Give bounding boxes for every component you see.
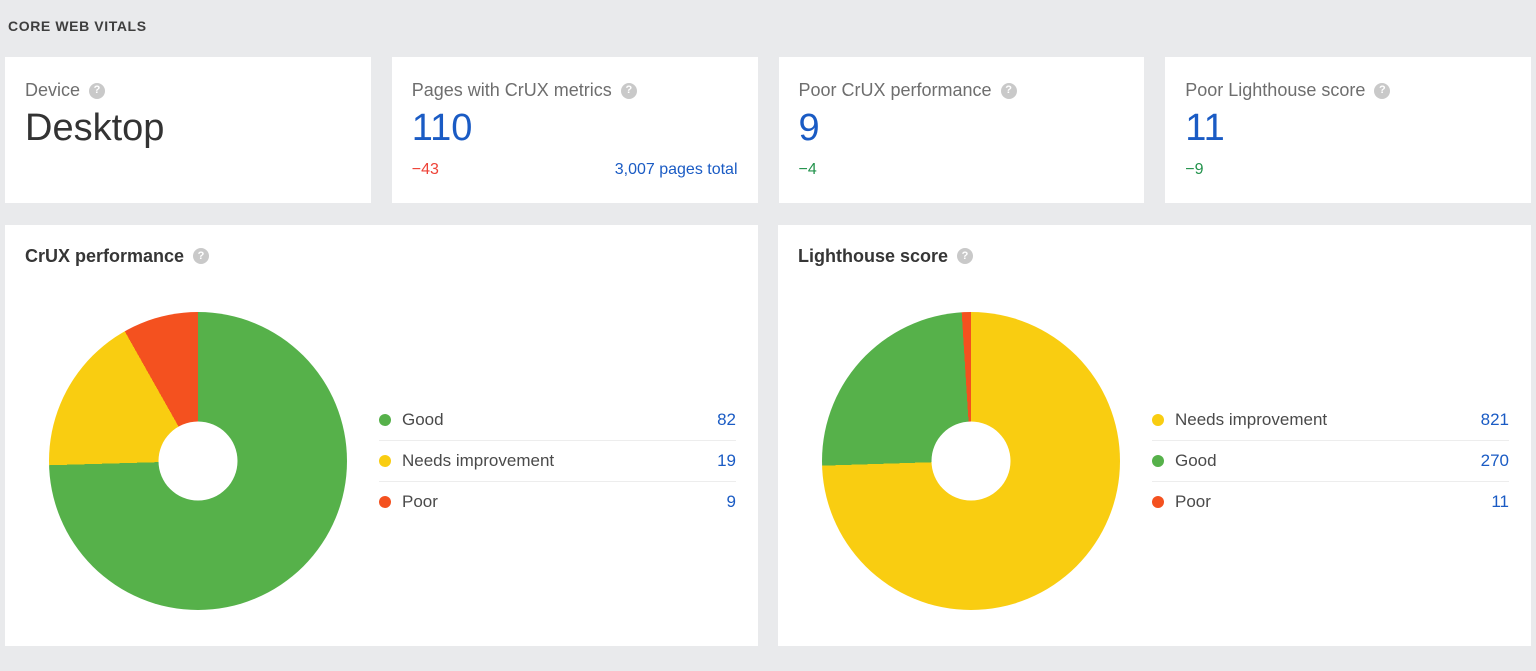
legend-value-link[interactable]: 82 bbox=[717, 410, 736, 429]
summary-card-device: Device ? Desktop bbox=[5, 57, 371, 203]
legend-label: Good bbox=[1175, 451, 1217, 470]
poor-dot-icon bbox=[1152, 496, 1164, 508]
charts-row: CrUX performance ? Good 82 Needs improve… bbox=[5, 225, 1531, 646]
legend-row-poor: Poor 11 bbox=[1152, 482, 1509, 522]
delta-badge: −4 bbox=[798, 161, 817, 178]
help-icon[interactable]: ? bbox=[1000, 82, 1017, 99]
crux-performance-donut[interactable] bbox=[49, 312, 347, 610]
legend-label: Needs improvement bbox=[402, 451, 555, 470]
legend-row-good: Good 270 bbox=[1152, 441, 1509, 482]
chart-title-row: CrUX performance ? bbox=[25, 245, 738, 267]
card-label: Device bbox=[25, 80, 81, 100]
help-icon[interactable]: ? bbox=[89, 82, 106, 99]
chart-legend: Needs improvement 821 Good 270 Poor 11 bbox=[1152, 400, 1509, 522]
card-label: Poor Lighthouse score bbox=[1185, 80, 1366, 100]
card-label: Poor CrUX performance bbox=[798, 80, 992, 100]
card-bottom-row: −4 bbox=[799, 161, 1125, 179]
legend-value-link[interactable]: 9 bbox=[726, 492, 736, 511]
delta-badge: −9 bbox=[1185, 161, 1204, 178]
legend-value-link[interactable]: 19 bbox=[717, 451, 736, 470]
chart-card-lighthouse-score: Lighthouse score ? Needs improvement 821… bbox=[778, 225, 1531, 646]
legend-value-link[interactable]: 821 bbox=[1480, 410, 1509, 429]
poor-dot-icon bbox=[379, 496, 391, 508]
legend-row-poor: Poor 9 bbox=[379, 482, 736, 522]
card-label: Pages with CrUX metrics bbox=[411, 80, 612, 100]
help-icon[interactable]: ? bbox=[193, 248, 210, 264]
good-dot-icon bbox=[379, 414, 391, 426]
legend-label: Poor bbox=[1175, 492, 1211, 511]
chart-body: Good 82 Needs improvement 19 Poor 9 bbox=[25, 312, 738, 610]
summary-card-poor-crux: Poor CrUX performance ? 9 −4 bbox=[778, 57, 1145, 203]
section-title: CORE WEB VITALS bbox=[8, 18, 147, 34]
card-bottom-row: −43 3,007 pages total bbox=[412, 161, 738, 179]
pages-total-link[interactable]: 3,007 pages total bbox=[614, 161, 738, 178]
help-icon[interactable]: ? bbox=[957, 248, 974, 264]
legend-value-link[interactable]: 11 bbox=[1491, 492, 1509, 511]
good-dot-icon bbox=[1152, 455, 1164, 467]
legend-row-needs-improvement: Needs improvement 821 bbox=[1152, 400, 1509, 441]
card-bottom-row: −9 bbox=[1185, 161, 1511, 179]
card-label-row: Device ? bbox=[25, 80, 351, 101]
chart-card-crux-performance: CrUX performance ? Good 82 Needs improve… bbox=[5, 225, 758, 646]
chart-title-row: Lighthouse score ? bbox=[798, 245, 1511, 267]
poor-lighthouse-value[interactable]: 11 bbox=[1185, 107, 1225, 149]
needs-improvement-dot-icon bbox=[379, 455, 391, 467]
card-label-row: Poor CrUX performance ? bbox=[799, 80, 1125, 101]
summary-card-crux-pages: Pages with CrUX metrics ? 110 −43 3,007 … bbox=[391, 57, 758, 203]
chart-body: Needs improvement 821 Good 270 Poor 11 bbox=[798, 312, 1511, 610]
help-icon[interactable]: ? bbox=[1374, 82, 1391, 99]
card-label-row: Poor Lighthouse score ? bbox=[1185, 80, 1511, 101]
poor-crux-value[interactable]: 9 bbox=[798, 107, 820, 149]
legend-label: Needs improvement bbox=[1175, 410, 1328, 429]
help-icon[interactable]: ? bbox=[620, 82, 637, 99]
summary-card-poor-lighthouse: Poor Lighthouse score ? 11 −9 bbox=[1165, 57, 1531, 203]
device-value: Desktop bbox=[25, 107, 165, 149]
lighthouse-score-donut[interactable] bbox=[822, 312, 1120, 610]
chart-title: Lighthouse score bbox=[798, 246, 949, 266]
legend-row-needs-improvement: Needs improvement 19 bbox=[379, 441, 736, 482]
legend-value-link[interactable]: 270 bbox=[1480, 451, 1509, 470]
needs-improvement-dot-icon bbox=[1152, 414, 1164, 426]
legend-label: Good bbox=[402, 410, 444, 429]
chart-legend: Good 82 Needs improvement 19 Poor 9 bbox=[379, 400, 736, 522]
chart-title: CrUX performance bbox=[25, 246, 185, 266]
card-label-row: Pages with CrUX metrics ? bbox=[412, 80, 738, 101]
legend-row-good: Good 82 bbox=[379, 400, 736, 441]
crux-pages-value[interactable]: 110 bbox=[411, 107, 473, 149]
delta-badge: −43 bbox=[411, 161, 439, 178]
summary-cards-row: Device ? Desktop Pages with CrUX metrics… bbox=[5, 57, 1531, 203]
legend-label: Poor bbox=[402, 492, 438, 511]
